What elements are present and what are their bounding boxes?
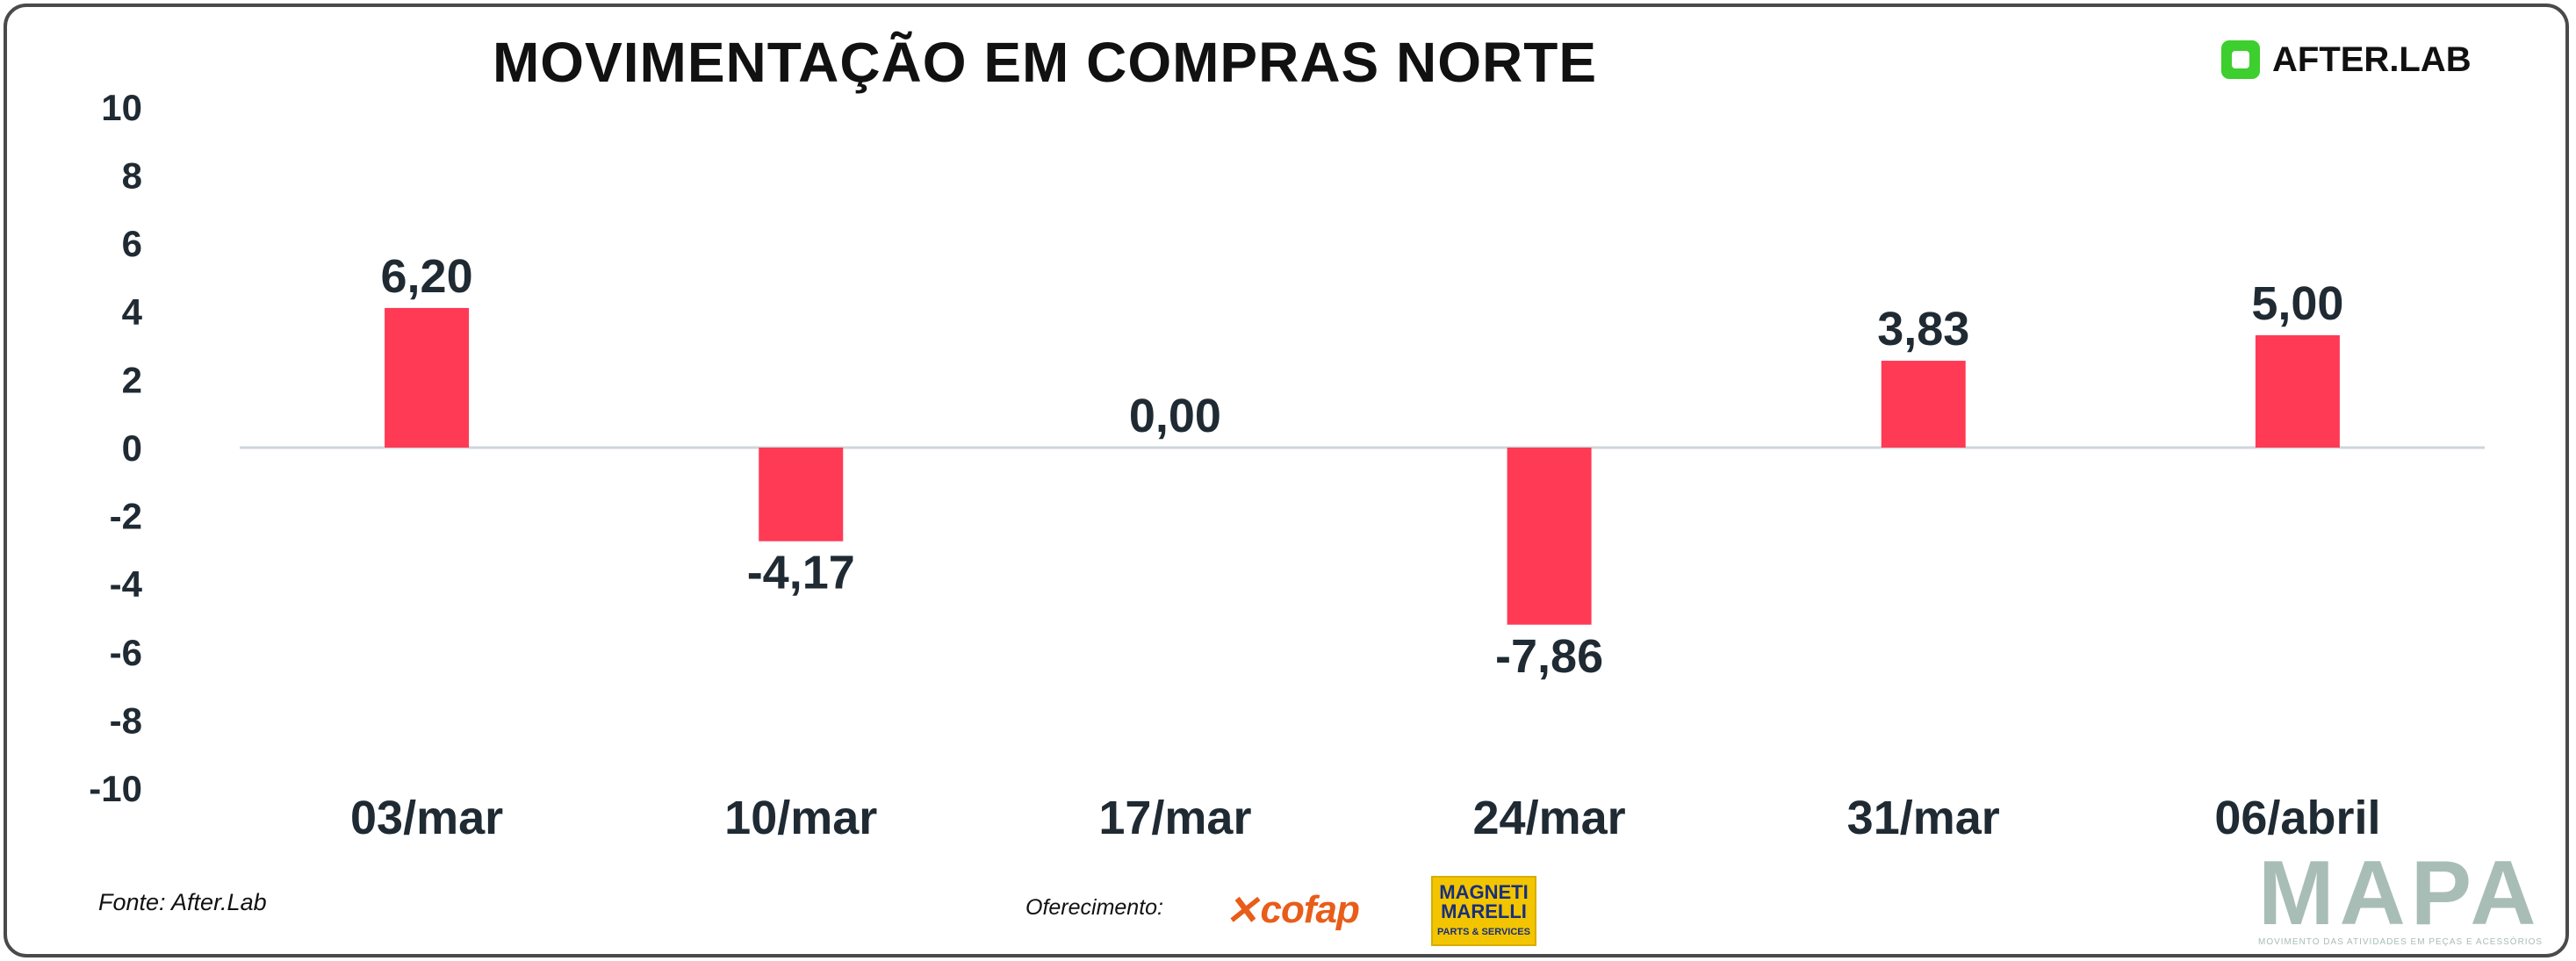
data-label: 0,00 <box>1129 390 1221 442</box>
magneti-marelli-subtext: PARTS & SERVICES <box>1437 927 1530 937</box>
x-tick-label: 31/mar <box>1847 792 2000 844</box>
x-tick-label: 03/mar <box>350 792 503 844</box>
y-tick-label: 6 <box>122 223 142 264</box>
x-tick-label: 10/mar <box>724 792 877 844</box>
magneti-marelli-logo: MAGNETI MARELLI PARTS & SERVICES <box>1431 876 1536 946</box>
data-label: 6,20 <box>381 250 473 303</box>
x-axis: 03/mar 10/mar 17/mar 24/mar 31/mar 06/abril <box>350 792 2380 844</box>
mapa-logo: MAPA MOVIMENTO DAS ATIVIDADES EM PEÇAS E… <box>2258 843 2544 947</box>
cofap-x-icon: ✕ <box>1225 887 1259 933</box>
y-tick-label: -10 <box>89 768 142 809</box>
y-tick-label: -4 <box>110 563 143 605</box>
x-tick-label: 17/mar <box>1098 792 1251 844</box>
chart-title: MOVIMENTAÇÃO EM COMPRAS NORTE <box>492 31 1598 94</box>
bar <box>1881 361 1966 448</box>
chart-frame <box>4 4 2569 957</box>
source-note: Fonte: After.Lab <box>98 889 267 915</box>
afterlab-logo-text: AFTER.LAB <box>2272 39 2472 79</box>
afterlab-logo: AFTER.LAB <box>2221 33 2472 86</box>
bar <box>2255 334 2340 448</box>
value-labels: 6,20 -4,17 0,00 -7,86 3,83 5,00 <box>381 250 2344 683</box>
cofap-logo: ✕ cofap <box>1225 886 1360 934</box>
afterlab-mark-icon <box>2221 40 2260 79</box>
mapa-tagline: MOVIMENTO DAS ATIVIDADES EM PEÇAS E ACES… <box>2258 937 2544 947</box>
data-label: 3,83 <box>1877 303 1969 355</box>
data-label: 5,00 <box>2251 277 2343 330</box>
bar <box>759 448 844 541</box>
cofap-logo-text: cofap <box>1260 888 1360 931</box>
y-tick-label: -8 <box>110 699 142 741</box>
y-tick-label: 0 <box>122 427 142 469</box>
y-axis: 10 8 6 4 2 0 -2 -4 -6 -8 -10 <box>89 87 142 809</box>
data-label: -4,17 <box>747 547 855 599</box>
y-tick-label: 8 <box>122 155 142 197</box>
y-tick-label: 10 <box>101 87 142 128</box>
x-tick-label: 06/abril <box>2214 792 2380 844</box>
mapa-logo-text: MAPA <box>2258 843 2542 944</box>
y-tick-label: -6 <box>110 632 142 673</box>
magneti-marelli-logo-text: MAGNETI MARELLI <box>1439 881 1529 922</box>
x-tick-label: 24/mar <box>1473 792 1626 844</box>
y-tick-label: 2 <box>122 359 142 400</box>
data-label: -7,86 <box>1495 630 1603 683</box>
bar <box>385 307 470 448</box>
y-tick-label: -2 <box>110 496 142 537</box>
bars <box>385 307 2340 625</box>
y-tick-label: 4 <box>122 291 143 333</box>
sponsor-label: Oferecimento: <box>1025 895 1164 920</box>
bar <box>1507 448 1592 625</box>
